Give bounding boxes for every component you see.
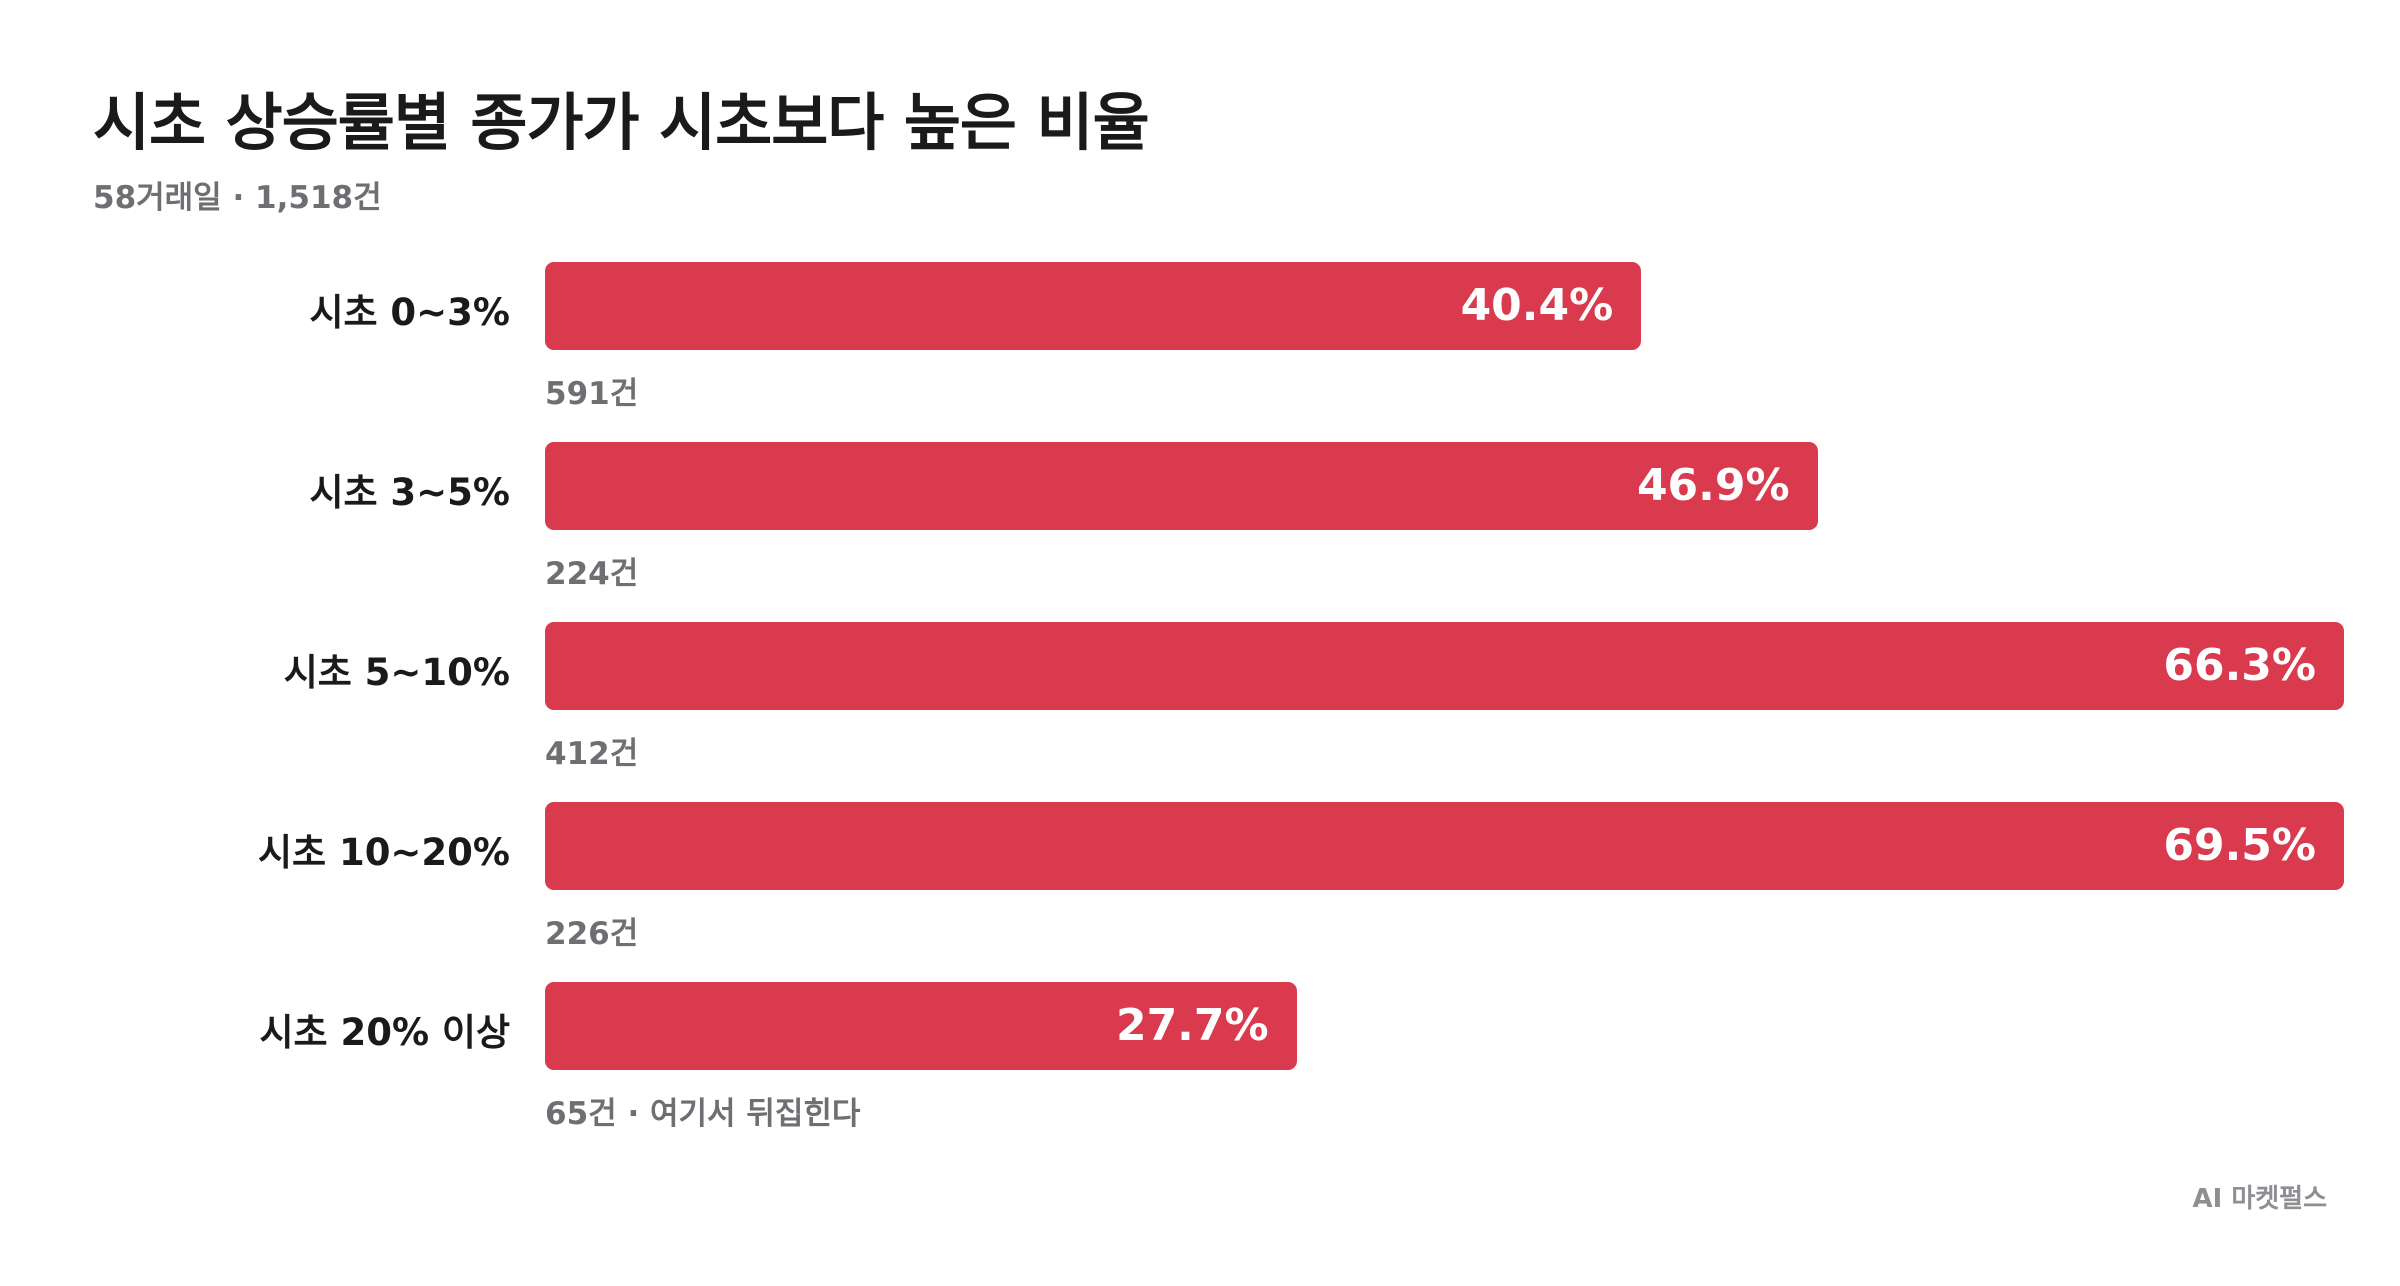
count-note: 224건 <box>545 556 639 592</box>
chart-title: 시초 상승률별 종가가 시초보다 높은 비율 <box>93 86 1150 159</box>
category-label: 시초 10~20% <box>257 831 510 874</box>
count-note: 65건 · 여기서 뒤집힌다 <box>545 1096 861 1132</box>
category-label: 시초 20% 이상 <box>259 1011 510 1054</box>
chart-subtitle: 58거래일 · 1,518건 <box>93 180 382 216</box>
count-note: 226건 <box>545 916 639 952</box>
category-label: 시초 3~5% <box>309 471 510 514</box>
bar-value-label: 66.3% <box>2163 640 2316 691</box>
bar: 40.4% <box>545 262 1642 350</box>
bar: 46.9% <box>545 442 1818 530</box>
bar: 69.5% <box>545 802 2344 890</box>
category-label: 시초 0~3% <box>309 291 510 334</box>
bar: 66.3% <box>545 622 2344 710</box>
footer-brand: AI 마켓펄스 <box>2192 1184 2327 1214</box>
bar-value-label: 27.7% <box>1115 1000 1269 1051</box>
bar-value-label: 46.9% <box>1636 460 1790 511</box>
category-label: 시초 5~10% <box>283 651 510 694</box>
bar: 27.7% <box>545 982 1297 1070</box>
count-note: 412건 <box>545 736 639 772</box>
bar-value-label: 40.4% <box>1460 280 1614 331</box>
count-note: 591건 <box>545 376 639 412</box>
bar-value-label: 69.5% <box>2163 820 2316 871</box>
